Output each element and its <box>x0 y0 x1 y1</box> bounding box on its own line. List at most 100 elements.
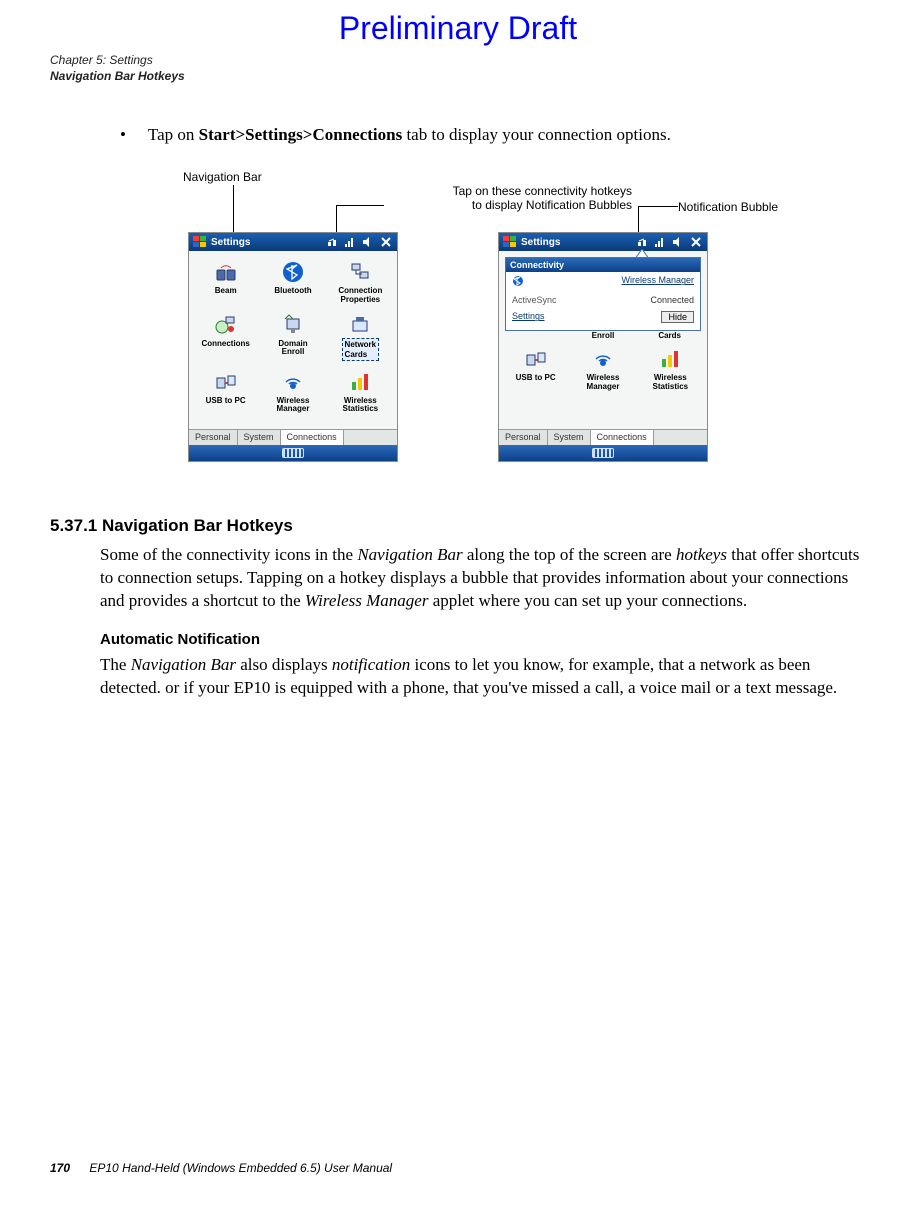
app-wireless-statistics[interactable]: Wireless Statistics <box>328 367 393 416</box>
partial-enroll-label: Enroll <box>570 331 637 340</box>
bubble-row-activesync: ActiveSync Connected <box>506 292 700 308</box>
app-label: USB to PC <box>206 397 246 405</box>
bubble-row-wireless: Wireless Manager <box>506 272 700 292</box>
preliminary-draft-watermark: Preliminary Draft <box>50 10 866 47</box>
section-heading: 5.37.1 Navigation Bar Hotkeys <box>50 516 866 536</box>
volume-icon[interactable] <box>671 236 685 248</box>
titlebar: Settings <box>189 233 397 251</box>
volume-icon[interactable] <box>361 236 375 248</box>
app-wireless-manager[interactable]: Wireless Manager <box>260 367 325 416</box>
bottom-tabs: Personal System Connections <box>499 429 707 445</box>
instruction-bullet: • Tap on Start>Settings>Connections tab … <box>120 124 866 146</box>
app-grid: Beam Bluetooth Connection Properties Con… <box>189 251 397 417</box>
app-label: USB to PC <box>516 374 556 382</box>
tab-personal[interactable]: Personal <box>499 430 548 445</box>
usb-icon <box>523 346 549 372</box>
device-screenshot-left: Settings Beam <box>188 232 398 462</box>
callout-line <box>638 206 678 207</box>
app-network-cards[interactable]: Network Cards <box>328 310 393 363</box>
usb-icon <box>213 369 239 395</box>
running-header: Chapter 5: Settings Navigation Bar Hotke… <box>50 53 866 84</box>
bottom-tabs: Personal System Connections <box>189 429 397 445</box>
partial-cards-label: Cards <box>636 331 703 340</box>
bullet-glyph: • <box>120 125 126 144</box>
bullet-prefix: Tap on <box>148 125 199 144</box>
windows-flag-icon <box>193 236 207 248</box>
wireless-manager-link[interactable]: Wireless Manager <box>621 275 694 289</box>
app-connection-properties[interactable]: Connection Properties <box>328 257 393 306</box>
app-usb-to-pc[interactable]: USB to PC <box>193 367 258 416</box>
windows-flag-icon <box>503 236 517 248</box>
tab-system[interactable]: System <box>548 430 591 445</box>
callout-hotkeys: Tap on these connectivity hotkeys to dis… <box>342 184 632 212</box>
settings-link[interactable]: Settings <box>512 311 545 323</box>
network-cards-icon <box>347 312 373 338</box>
app-label: Wireless Statistics <box>343 397 379 414</box>
footer-title: EP10 Hand-Held (Windows Embedded 6.5) Us… <box>89 1161 392 1175</box>
keyboard-icon[interactable] <box>592 448 614 458</box>
app-beam[interactable]: Beam <box>193 257 258 306</box>
wireless-manager-icon <box>590 346 616 372</box>
titlebar: Settings <box>499 233 707 251</box>
keyboard-icon[interactable] <box>282 448 304 458</box>
section-header: Navigation Bar Hotkeys <box>50 69 866 85</box>
app-label: Domain Enroll <box>278 340 307 357</box>
app-label: Wireless Manager <box>277 397 310 414</box>
signal-icon[interactable] <box>653 236 667 248</box>
app-grid-row3: USB to PC Wireless Manager Wireless Stat… <box>499 342 707 395</box>
tab-connections[interactable]: Connections <box>281 430 344 445</box>
page-footer: 170 EP10 Hand-Held (Windows Embedded 6.5… <box>50 1161 392 1175</box>
close-icon[interactable] <box>689 236 703 248</box>
app-connections[interactable]: Connections <box>193 310 258 363</box>
app-domain-enroll[interactable]: Domain Enroll <box>260 310 325 363</box>
bluetooth-small-icon <box>512 275 524 289</box>
soft-keyboard-bar <box>499 445 707 461</box>
tab-system[interactable]: System <box>238 430 281 445</box>
paragraph-1: Some of the connectivity icons in the Na… <box>100 544 866 613</box>
wireless-statistics-icon <box>657 346 683 372</box>
bubble-header: Connectivity <box>506 258 700 272</box>
chapter-header: Chapter 5: Settings <box>50 53 866 69</box>
app-label: Bluetooth <box>274 287 311 295</box>
bullet-bold: Start>Settings>Connections <box>199 125 403 144</box>
titlebar-title: Settings <box>211 237 250 248</box>
soft-keyboard-bar <box>189 445 397 461</box>
bullet-suffix: tab to display your connection options. <box>402 125 671 144</box>
tab-connections[interactable]: Connections <box>591 430 654 445</box>
callout-line <box>233 185 234 235</box>
wireless-manager-icon <box>280 369 306 395</box>
bluetooth-icon <box>280 259 306 285</box>
activesync-status: Connected <box>650 295 694 305</box>
page-number: 170 <box>50 1161 70 1175</box>
connectivity-hotkey-icon[interactable] <box>635 236 649 248</box>
notification-bubble: Connectivity Wireless Manager ActiveSync… <box>505 257 701 331</box>
activesync-label: ActiveSync <box>512 295 557 305</box>
titlebar-title: Settings <box>521 237 560 248</box>
paragraph-2: The Navigation Bar also displays notific… <box>100 654 866 700</box>
device-screenshot-right: Settings Connectivity <box>498 232 708 462</box>
app-bluetooth[interactable]: Bluetooth <box>260 257 325 306</box>
callout-notification-bubble: Notification Bubble <box>678 200 778 214</box>
hide-button[interactable]: Hide <box>661 311 694 323</box>
app-wireless-statistics[interactable]: Wireless Statistics <box>638 344 703 393</box>
connection-properties-icon <box>347 259 373 285</box>
app-label: Beam <box>215 287 237 295</box>
app-wireless-manager[interactable]: Wireless Manager <box>570 344 635 393</box>
beam-icon <box>213 259 239 285</box>
figure-area: Navigation Bar Tap on these connectivity… <box>78 170 838 490</box>
app-label: Wireless Manager <box>587 374 620 391</box>
callout-hotkeys-l2: to display Notification Bubbles <box>342 198 632 212</box>
wireless-statistics-icon <box>347 369 373 395</box>
app-label: Wireless Statistics <box>653 374 689 391</box>
signal-icon[interactable] <box>343 236 357 248</box>
connections-icon <box>213 312 239 338</box>
app-usb-to-pc[interactable]: USB to PC <box>503 344 568 393</box>
app-label: Connection Properties <box>338 287 382 304</box>
app-label: Connections <box>201 340 249 348</box>
connectivity-hotkey-icon[interactable] <box>325 236 339 248</box>
close-icon[interactable] <box>379 236 393 248</box>
bubble-row-settings: Settings Hide <box>506 308 700 326</box>
callout-hotkeys-l1: Tap on these connectivity hotkeys <box>342 184 632 198</box>
callout-navigation-bar: Navigation Bar <box>183 170 262 184</box>
tab-personal[interactable]: Personal <box>189 430 238 445</box>
